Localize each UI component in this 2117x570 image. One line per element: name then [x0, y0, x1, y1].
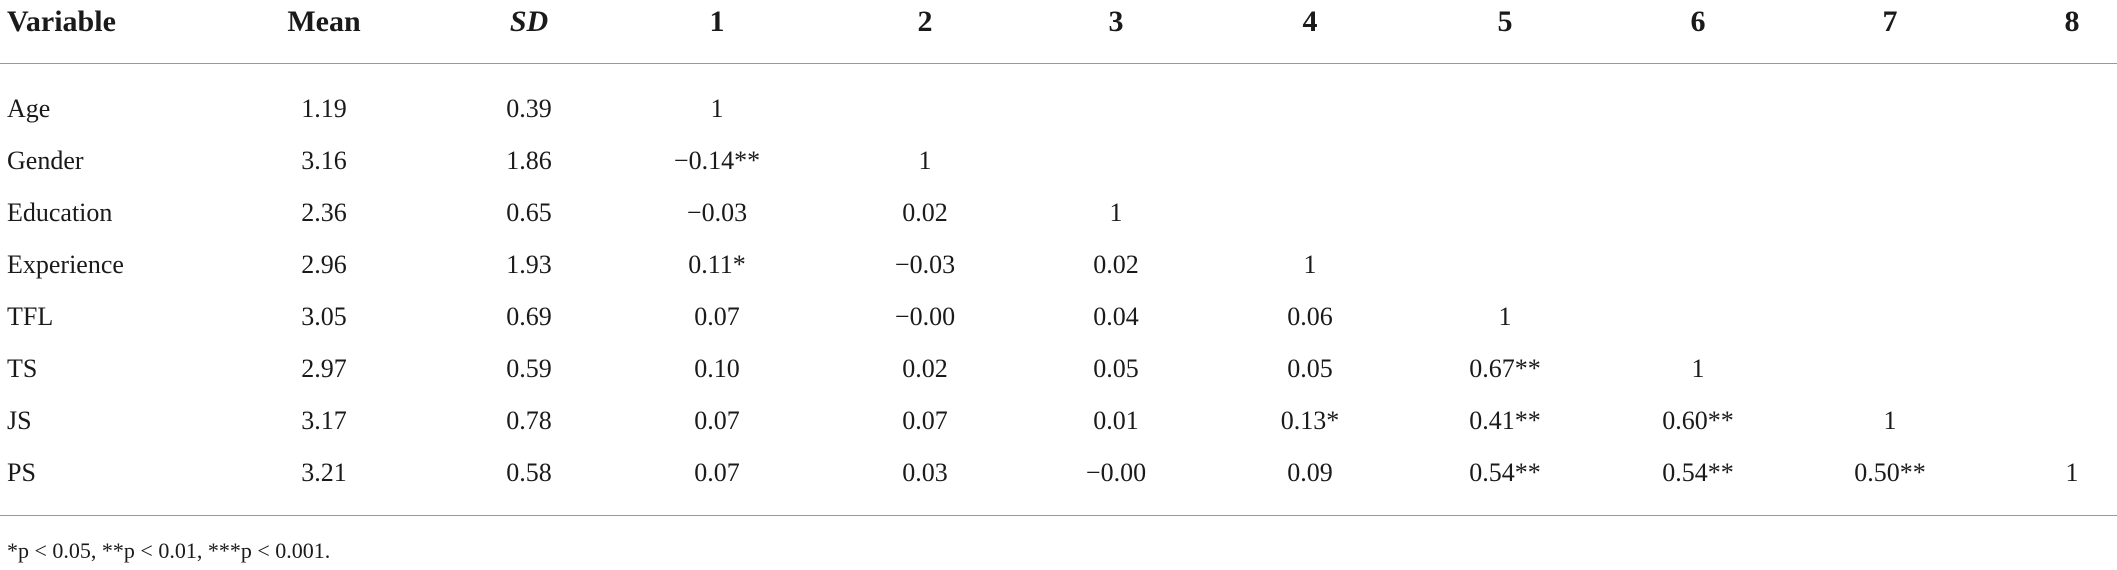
table-cell: 0.07: [694, 302, 740, 331]
column-header: 2: [917, 5, 933, 38]
row-label: TS: [7, 354, 38, 383]
table-cell: 0.03: [902, 458, 948, 487]
table-cell: −0.00: [894, 302, 956, 331]
table-cell: 1: [1691, 354, 1705, 383]
table-cell: 1.19: [301, 94, 347, 123]
table-cell: 0.54**: [1662, 458, 1734, 487]
table-cell: 0.39: [506, 94, 552, 123]
footnote: *p < 0.05, **p < 0.01, ***p < 0.001.: [7, 538, 331, 563]
table-cell: 0.01: [1093, 406, 1139, 435]
table-cell: 0.06: [1287, 302, 1333, 331]
table-cell: 0.02: [1093, 250, 1139, 279]
bottom-rule: [0, 515, 2117, 516]
column-header: Variable: [7, 5, 116, 38]
column-header: SD: [509, 5, 549, 38]
table-cell: 0.41**: [1469, 406, 1541, 435]
table-cell: 2.96: [301, 250, 347, 279]
table-cell: 0.65: [506, 198, 552, 227]
table-cell: −0.14**: [673, 146, 761, 175]
table-cell: 3.21: [301, 458, 347, 487]
table-cell: 3.17: [301, 406, 347, 435]
column-header: 1: [709, 5, 725, 38]
header-rule: [0, 63, 2117, 64]
table-cell: 1: [2065, 458, 2079, 487]
table-cell: 1: [1303, 250, 1317, 279]
column-header: 3: [1108, 5, 1124, 38]
table-cell: 0.09: [1287, 458, 1333, 487]
table-cell: 0.67**: [1469, 354, 1541, 383]
table-cell: 0.50**: [1854, 458, 1926, 487]
table-cell: 0.54**: [1469, 458, 1541, 487]
table-cell: 0.02: [902, 198, 948, 227]
table-cell: −0.03: [686, 198, 748, 227]
table-cell: 1: [1109, 198, 1123, 227]
table-cell: 0.04: [1093, 302, 1139, 331]
row-label: Education: [7, 198, 113, 227]
row-label: JS: [7, 406, 32, 435]
table-cell: 0.02: [902, 354, 948, 383]
table-cell: 0.59: [506, 354, 552, 383]
column-header: 6: [1690, 5, 1706, 38]
table-cell: 0.69: [506, 302, 552, 331]
table-cell: 1: [918, 146, 932, 175]
table-cell: 1: [1883, 406, 1897, 435]
table-cell: −0.03: [894, 250, 956, 279]
table-cell: 2.97: [301, 354, 347, 383]
row-label: Gender: [7, 146, 84, 175]
row-label: TFL: [7, 302, 54, 331]
table-cell: 1: [710, 94, 724, 123]
table-cell: 1: [1498, 302, 1512, 331]
row-label: Age: [7, 94, 51, 123]
table-cell: 3.16: [301, 146, 347, 175]
table-cell: 1.86: [506, 146, 552, 175]
column-header: Mean: [287, 5, 361, 38]
table-cell: 2.36: [301, 198, 347, 227]
table-cell: 0.60**: [1662, 406, 1734, 435]
table-cell: 3.05: [301, 302, 347, 331]
table-cell: 0.78: [506, 406, 552, 435]
row-label: Experience: [7, 250, 124, 279]
row-label: PS: [7, 458, 36, 487]
table-cell: 0.07: [694, 458, 740, 487]
table-cell: 1.93: [506, 250, 552, 279]
column-header: 4: [1302, 5, 1318, 38]
column-header: 8: [2064, 5, 2080, 38]
table-cell: 0.07: [694, 406, 740, 435]
table-cell: 0.05: [1093, 354, 1139, 383]
table-cell: 0.13*: [1280, 406, 1340, 435]
table-cell: 0.05: [1287, 354, 1333, 383]
table-cell: 0.58: [506, 458, 552, 487]
table-cell: −0.00: [1085, 458, 1147, 487]
column-header: 5: [1497, 5, 1513, 38]
column-header: 7: [1882, 5, 1898, 38]
table-cell: 0.11*: [688, 250, 746, 279]
table-cell: 0.10: [694, 354, 740, 383]
table-cell: 0.07: [902, 406, 948, 435]
